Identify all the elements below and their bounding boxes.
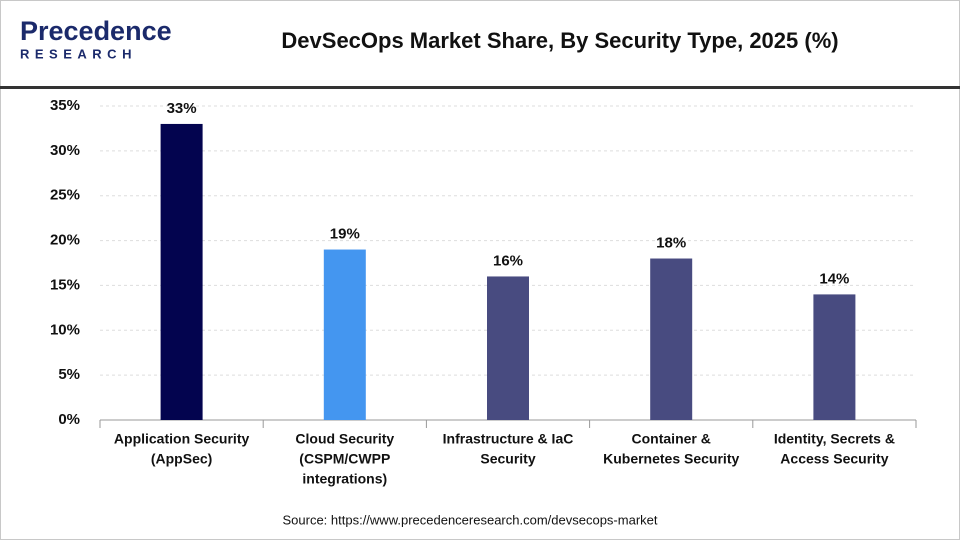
x-tick-label: Container &: [632, 431, 711, 447]
bar: [160, 123, 203, 420]
y-tick-label: 0%: [58, 411, 80, 428]
x-tick-label: (AppSec): [151, 451, 212, 467]
x-tick-label: integrations): [302, 471, 387, 487]
x-tick-label: Application Security: [114, 431, 250, 447]
x-tick-label: Identity, Secrets &: [774, 431, 895, 447]
value-label: 18%: [656, 234, 686, 251]
bar: [323, 249, 366, 420]
source: Source: https://www.precedenceresearch.c…: [282, 512, 657, 527]
header-rule: [0, 86, 960, 89]
logo-tagline: RESEARCH: [20, 46, 137, 61]
x-tick-label: Cloud Security: [295, 431, 394, 447]
bar: [487, 276, 529, 420]
y-tick-label: 5%: [58, 366, 80, 383]
y-tick-label: 30%: [50, 142, 80, 159]
bar: [813, 294, 856, 420]
y-tick-label: 25%: [50, 187, 80, 204]
value-label: 16%: [493, 252, 523, 269]
x-tick-label: Access Security: [780, 451, 888, 467]
x-tick-label: Infrastructure & IaC: [443, 431, 574, 447]
value-label: 14%: [819, 270, 849, 287]
x-tick-label: Security: [480, 451, 535, 467]
y-tick-label: 20%: [50, 232, 80, 249]
value-label: 33%: [167, 100, 197, 117]
value-label: 19%: [330, 226, 360, 243]
y-tick-label: 10%: [50, 321, 80, 338]
y-tick-label: 35%: [50, 97, 80, 114]
bar: [650, 258, 693, 420]
chart-title: DevSecOps Market Share, By Security Type…: [281, 28, 838, 53]
y-tick-label: 15%: [50, 276, 80, 293]
logo-name: Precedence: [20, 16, 172, 46]
x-tick-label: (CSPM/CWPP: [299, 451, 390, 467]
x-tick-label: Kubernetes Security: [603, 451, 739, 467]
